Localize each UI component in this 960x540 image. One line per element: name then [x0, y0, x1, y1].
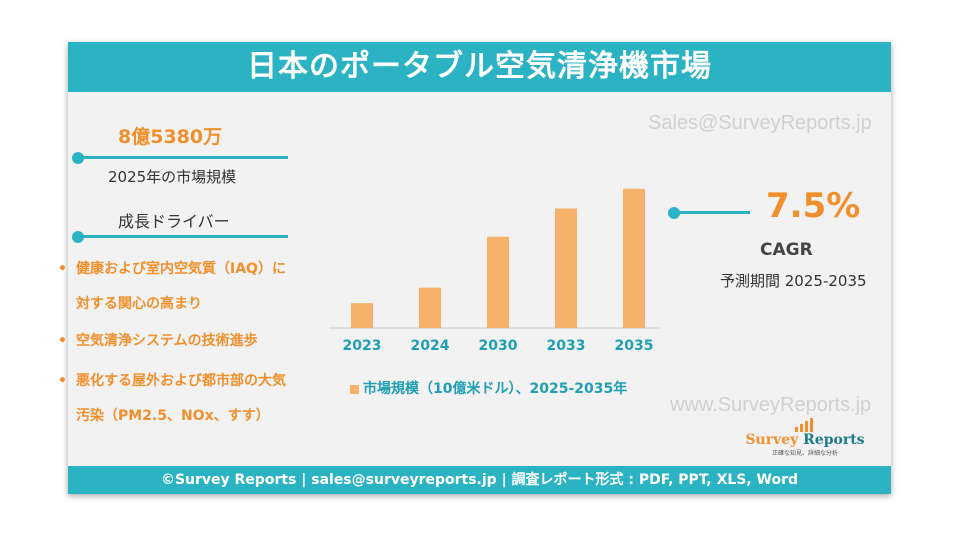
driver-item-3: • 悪化する屋外および都市部の大気 汚染（PM2.5、NOx、すす） [58, 364, 346, 434]
bullet-icon: • [58, 261, 67, 277]
bullet-icon: • [58, 373, 67, 389]
cagr-label: CAGR [760, 240, 813, 260]
x-tick-2033: 2033 [547, 338, 586, 354]
bullet-icon: • [58, 333, 67, 349]
legend-swatch [350, 384, 359, 394]
cagr-value: 7.5% [766, 186, 861, 226]
x-tick-2030: 2030 [479, 338, 518, 354]
bar-2023 [351, 303, 373, 328]
page-title: 日本のポータブル空気清浄機市場 [68, 42, 891, 92]
cagr-line [674, 211, 750, 214]
drivers-heading: 成長ドライバー [118, 212, 230, 231]
driver-item-1-line-1: 健康および室内空気質（IAQ）に [76, 261, 286, 277]
driver-item-3-line-2: 汚染（PM2.5、NOx、すす） [76, 408, 270, 424]
drivers-line [78, 235, 288, 238]
infographic-card: 日本のポータブル空気清浄機市場 ©Survey Reports | sales@… [68, 42, 891, 494]
logo-name-2: Reports [803, 432, 865, 448]
driver-item-1: • 健康および室内空気質（IAQ）に 対する関心の高まり [58, 252, 346, 322]
watermark-url: www.SurveyReports.jp [670, 394, 872, 416]
legend-label: 市場規模（10億米ドル）、2025-2035年 [363, 381, 628, 397]
bar-2033 [555, 208, 577, 328]
driver-item-2-line-1: 空気清浄システムの技術進歩 [76, 333, 258, 349]
bar-2035 [623, 188, 645, 328]
chart-legend: 市場規模（10億米ドル）、2025-2035年 [350, 378, 627, 398]
logo-name: Survey Reports [745, 432, 865, 448]
market-size-label: 2025年の市場規模 [108, 168, 237, 186]
logo-bars-icon [795, 418, 813, 432]
driver-item-2: • 空気清浄システムの技術進歩 [58, 324, 346, 359]
watermark-email: Sales@SurveyReports.jp [648, 112, 872, 134]
driver-item-1-line-2: 対する関心の高まり [76, 296, 202, 312]
market-size-line [78, 156, 288, 159]
logo-name-1: Survey [745, 432, 799, 448]
x-tick-2024: 2024 [411, 338, 450, 354]
x-tick-2023: 2023 [343, 338, 382, 354]
bar-2024 [419, 287, 441, 328]
x-tick-2035: 2035 [615, 338, 654, 354]
survey-reports-logo: Survey Reports 正確な知見、詳細な分析 [745, 418, 865, 457]
footer-bar: ©Survey Reports | sales@surveyreports.jp… [68, 466, 891, 494]
bar-chart: 2023 2024 2030 2033 2035 [330, 188, 660, 354]
market-size-value: 8億5380万 [118, 126, 223, 148]
bar-2030 [487, 236, 509, 328]
cagr-period: 予測期間 2025-2035 [720, 272, 867, 290]
driver-item-3-line-1: 悪化する屋外および都市部の大気 [76, 373, 286, 389]
logo-tagline: 正確な知見、詳細な分析 [771, 450, 838, 457]
